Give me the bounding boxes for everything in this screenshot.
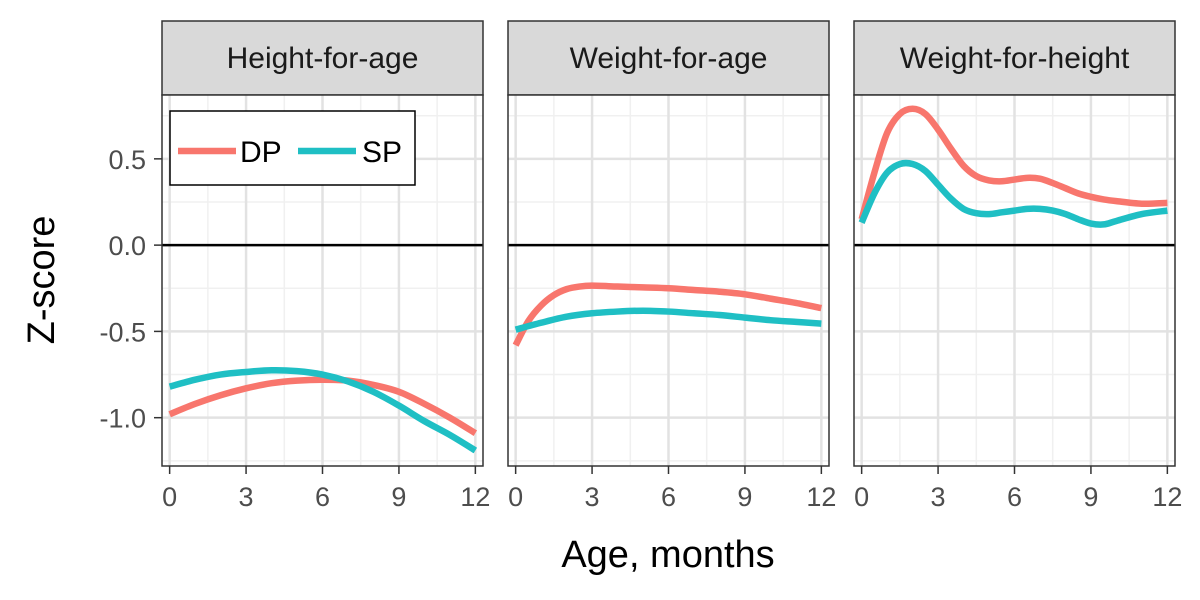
panel-2: Weight-for-age 0 3 6 9 12 [507, 20, 836, 512]
x-axis-title: Age, months [561, 534, 774, 576]
x-tick-label: 0 [508, 482, 523, 512]
facet-strip [161, 20, 484, 96]
x-tick-label: 3 [239, 482, 254, 512]
x-tick-label: 3 [585, 482, 600, 512]
x-tick-label: 12 [1152, 482, 1182, 512]
x-tick-label: 6 [661, 482, 676, 512]
facet-strip [853, 20, 1176, 96]
panels-layer: Height-for-age 0 3 6 9 12 0.5 0.0 -0.5 -1.0 Weight… [99, 20, 1182, 512]
facet-strip [507, 20, 830, 96]
y-tick-label: 0.0 [108, 231, 146, 261]
facet-title: Weight-for-height [900, 42, 1130, 75]
legend: DP SP [169, 110, 416, 186]
facet-title: Height-for-age [227, 42, 419, 75]
x-tick-label: 3 [931, 482, 946, 512]
facet-title: Weight-for-age [570, 42, 768, 75]
series-line-dp [168, 376, 478, 436]
series-line-dp [512, 282, 823, 347]
panel-3: Weight-for-height 0 3 6 9 12 [853, 20, 1182, 512]
panel-1: Height-for-age 0 3 6 9 12 0.5 0.0 -0.5 -1.0 [99, 20, 490, 512]
series-line-dp [858, 105, 1168, 221]
x-tick-label: 9 [1083, 482, 1098, 512]
x-tick-label: 0 [854, 482, 869, 512]
series-line-sp [858, 159, 1168, 228]
legend-label-dp: DP [240, 136, 282, 169]
y-tick-label: -0.5 [99, 317, 146, 347]
y-tick-label: 0.5 [108, 145, 146, 175]
x-tick-label: 9 [737, 482, 752, 512]
x-tick-label: 0 [162, 482, 177, 512]
y-axis-title: Z-score [21, 216, 63, 345]
series-line-sp [168, 366, 478, 454]
y-tick-label: -1.0 [99, 404, 146, 434]
x-tick-label: 9 [391, 482, 406, 512]
x-tick-label: 6 [1007, 482, 1022, 512]
x-tick-label: 12 [460, 482, 490, 512]
x-tick-label: 12 [806, 482, 836, 512]
x-tick-label: 6 [315, 482, 330, 512]
series-line-sp [514, 307, 822, 333]
legend-label-sp: SP [362, 136, 402, 169]
